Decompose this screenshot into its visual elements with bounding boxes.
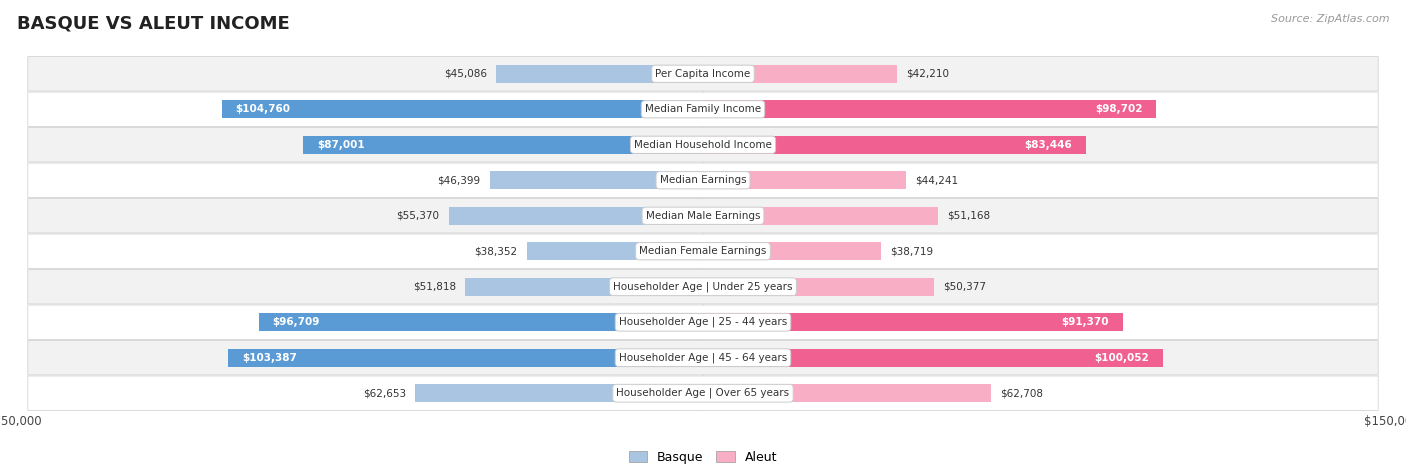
Text: Median Family Income: Median Family Income <box>645 104 761 114</box>
Bar <box>703 384 991 402</box>
Bar <box>703 100 1156 118</box>
Text: $51,818: $51,818 <box>413 282 456 292</box>
Bar <box>703 278 935 296</box>
Text: $104,760: $104,760 <box>236 104 291 114</box>
Bar <box>496 65 703 83</box>
Text: Median Household Income: Median Household Income <box>634 140 772 150</box>
Text: $62,708: $62,708 <box>1000 388 1043 398</box>
Bar <box>703 171 907 189</box>
Text: $98,702: $98,702 <box>1095 104 1143 114</box>
Text: $46,399: $46,399 <box>437 175 481 185</box>
Text: $100,052: $100,052 <box>1094 353 1149 363</box>
FancyBboxPatch shape <box>28 163 1378 198</box>
Bar <box>703 242 880 260</box>
FancyBboxPatch shape <box>28 127 1378 162</box>
Text: $42,210: $42,210 <box>905 69 949 79</box>
Bar <box>703 349 1163 367</box>
Text: $38,352: $38,352 <box>475 246 517 256</box>
Bar <box>259 313 703 331</box>
FancyBboxPatch shape <box>28 376 1378 410</box>
Text: $62,653: $62,653 <box>363 388 406 398</box>
Text: Median Male Earnings: Median Male Earnings <box>645 211 761 221</box>
Legend: Basque, Aleut: Basque, Aleut <box>623 446 783 467</box>
Bar <box>703 136 1087 154</box>
Text: Householder Age | Under 25 years: Householder Age | Under 25 years <box>613 282 793 292</box>
Text: Householder Age | 25 - 44 years: Householder Age | 25 - 44 years <box>619 317 787 327</box>
Text: Householder Age | 45 - 64 years: Householder Age | 45 - 64 years <box>619 353 787 363</box>
Text: Per Capita Income: Per Capita Income <box>655 69 751 79</box>
Bar <box>703 65 897 83</box>
Bar <box>703 313 1122 331</box>
Text: BASQUE VS ALEUT INCOME: BASQUE VS ALEUT INCOME <box>17 14 290 32</box>
Text: Median Earnings: Median Earnings <box>659 175 747 185</box>
Bar <box>228 349 703 367</box>
Text: $55,370: $55,370 <box>396 211 440 221</box>
Bar <box>449 207 703 225</box>
FancyBboxPatch shape <box>28 269 1378 304</box>
Text: $44,241: $44,241 <box>915 175 959 185</box>
Text: $83,446: $83,446 <box>1025 140 1073 150</box>
Text: $50,377: $50,377 <box>943 282 987 292</box>
FancyBboxPatch shape <box>28 92 1378 127</box>
Bar <box>527 242 703 260</box>
Bar <box>415 384 703 402</box>
FancyBboxPatch shape <box>28 198 1378 233</box>
Text: $51,168: $51,168 <box>948 211 990 221</box>
Text: Median Female Earnings: Median Female Earnings <box>640 246 766 256</box>
Bar <box>222 100 703 118</box>
Bar <box>489 171 703 189</box>
Text: Householder Age | Over 65 years: Householder Age | Over 65 years <box>616 388 790 398</box>
FancyBboxPatch shape <box>28 57 1378 91</box>
Bar <box>465 278 703 296</box>
Text: $45,086: $45,086 <box>444 69 486 79</box>
FancyBboxPatch shape <box>28 340 1378 375</box>
FancyBboxPatch shape <box>28 305 1378 340</box>
Text: $87,001: $87,001 <box>318 140 364 150</box>
Text: $91,370: $91,370 <box>1062 317 1109 327</box>
Text: $38,719: $38,719 <box>890 246 934 256</box>
FancyBboxPatch shape <box>28 234 1378 269</box>
Bar <box>703 207 938 225</box>
Text: $103,387: $103,387 <box>242 353 297 363</box>
Text: $96,709: $96,709 <box>273 317 321 327</box>
Text: Source: ZipAtlas.com: Source: ZipAtlas.com <box>1271 14 1389 24</box>
Bar <box>304 136 703 154</box>
